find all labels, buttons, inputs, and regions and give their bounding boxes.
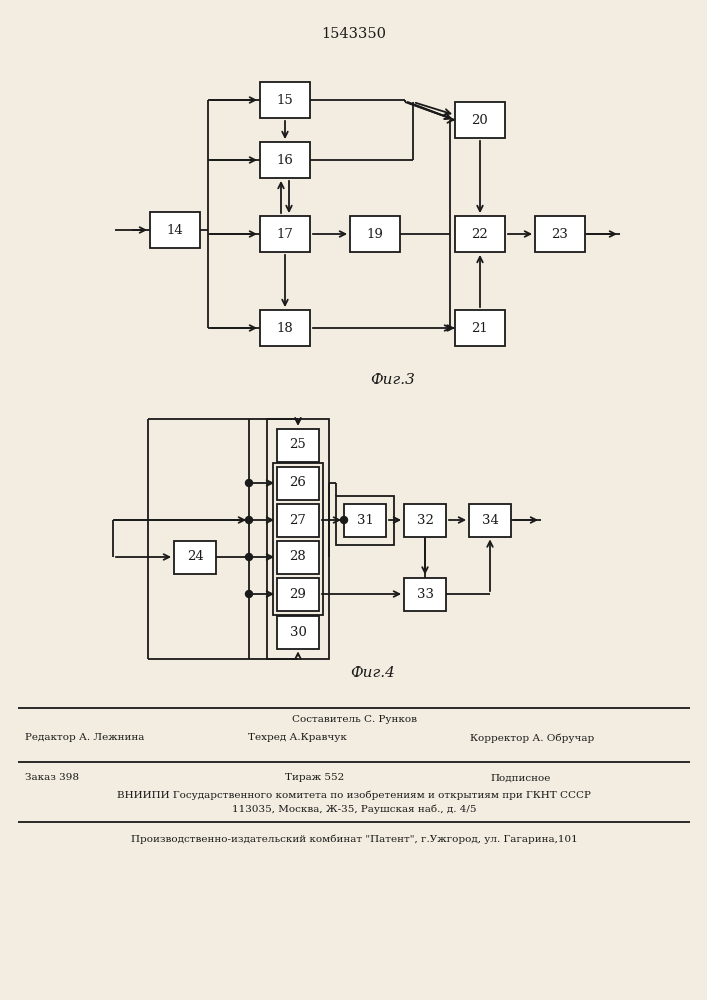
- Text: 19: 19: [366, 228, 383, 240]
- Text: Заказ 398: Заказ 398: [25, 774, 79, 782]
- Bar: [260, 142, 310, 178]
- Text: 32: 32: [416, 514, 433, 526]
- Text: 27: 27: [290, 514, 306, 526]
- Bar: [260, 82, 310, 118]
- Text: 17: 17: [276, 228, 293, 240]
- Bar: [277, 578, 319, 610]
- Circle shape: [245, 554, 252, 560]
- Bar: [455, 216, 505, 252]
- Text: 1543350: 1543350: [322, 27, 387, 41]
- Text: 25: 25: [290, 438, 306, 452]
- Bar: [273, 462, 323, 614]
- Bar: [336, 495, 394, 544]
- Bar: [350, 216, 400, 252]
- Text: 14: 14: [167, 224, 183, 236]
- Bar: [455, 310, 505, 346]
- Bar: [344, 504, 386, 536]
- Text: 28: 28: [290, 550, 306, 564]
- Text: 29: 29: [290, 587, 306, 600]
- Bar: [267, 418, 329, 658]
- Text: 15: 15: [276, 94, 293, 106]
- Text: Производственно-издательский комбинат "Патент", г.Ужгород, ул. Гагарина,101: Производственно-издательский комбинат "П…: [131, 834, 578, 844]
- Bar: [277, 428, 319, 462]
- Bar: [535, 216, 585, 252]
- Text: 33: 33: [416, 587, 433, 600]
- Text: 30: 30: [290, 626, 306, 639]
- Text: 23: 23: [551, 228, 568, 240]
- Text: 24: 24: [187, 550, 204, 564]
- Text: 34: 34: [481, 514, 498, 526]
- Bar: [277, 466, 319, 499]
- Text: Тираж 552: Тираж 552: [285, 774, 344, 782]
- Text: 31: 31: [356, 514, 373, 526]
- Bar: [260, 310, 310, 346]
- Text: 20: 20: [472, 113, 489, 126]
- Bar: [404, 578, 446, 610]
- Text: 16: 16: [276, 153, 293, 166]
- Text: Подписное: Подписное: [490, 774, 550, 782]
- Bar: [404, 504, 446, 536]
- Text: ВНИИПИ Государственного комитета по изобретениям и открытиям при ГКНТ СССР: ВНИИПИ Государственного комитета по изоб…: [117, 790, 591, 800]
- Bar: [174, 540, 216, 574]
- Text: Техред А.Кравчук: Техред А.Кравчук: [248, 734, 347, 742]
- Bar: [150, 212, 200, 248]
- Text: Корректор А. Обручар: Корректор А. Обручар: [470, 733, 595, 743]
- Bar: [260, 216, 310, 252]
- Circle shape: [245, 590, 252, 597]
- Text: Редактор А. Лежнина: Редактор А. Лежнина: [25, 734, 144, 742]
- Circle shape: [341, 516, 348, 524]
- Bar: [277, 540, 319, 574]
- Circle shape: [245, 516, 252, 524]
- Text: Фиг.4: Фиг.4: [350, 666, 395, 680]
- Text: 22: 22: [472, 228, 489, 240]
- Bar: [469, 504, 511, 536]
- Text: 26: 26: [290, 477, 306, 489]
- Text: Фиг.3: Фиг.3: [370, 373, 415, 387]
- Bar: [277, 504, 319, 536]
- Text: 18: 18: [276, 322, 293, 334]
- Text: 21: 21: [472, 322, 489, 334]
- Text: 113035, Москва, Ж-35, Раушская наб., д. 4/5: 113035, Москва, Ж-35, Раушская наб., д. …: [232, 804, 477, 814]
- Bar: [455, 102, 505, 138]
- Bar: [277, 615, 319, 648]
- Text: Составитель С. Рунков: Составитель С. Рунков: [291, 716, 416, 724]
- Circle shape: [245, 480, 252, 487]
